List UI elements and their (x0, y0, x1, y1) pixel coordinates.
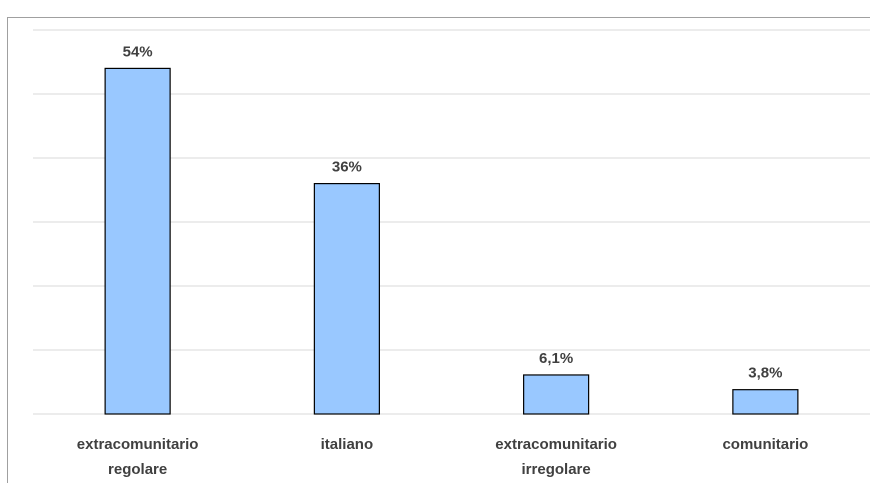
data-labels: 54% 36% 6,1% 3,8% (123, 43, 783, 381)
category-label: comunitario (722, 436, 808, 453)
gridlines (33, 29, 870, 415)
bar (732, 389, 799, 415)
category-label: extracomunitario regolare (77, 436, 199, 478)
bar (523, 374, 590, 415)
data-label: 6,1% (539, 350, 573, 367)
category-label: italiano (321, 436, 374, 453)
category-label: extracomunitario irregolare (495, 436, 617, 478)
bar (104, 67, 171, 415)
chart-frame (7, 17, 870, 483)
bars (104, 67, 799, 415)
data-label: 36% (332, 159, 362, 176)
data-label: 54% (123, 43, 153, 60)
category-labels: extracomunitario regolare italiano extracom… (77, 436, 809, 478)
bar (313, 183, 380, 415)
data-label: 3,8% (748, 365, 782, 382)
